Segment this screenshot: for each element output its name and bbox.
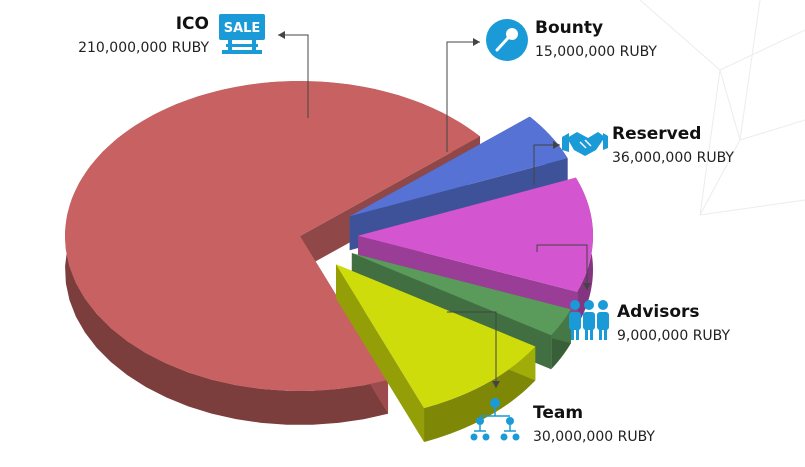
org-chart-icon [470,398,520,441]
team-slice-side [424,346,536,443]
leader-lines [278,31,591,388]
team-slice [335,264,536,443]
bounty-label: Bounty [535,18,603,38]
reserved-value: 36,000,000 RUBY [612,150,734,166]
reserved-leader-line [533,144,560,185]
sale-sign-icon: SALE [219,14,265,54]
advisors-leader-line [536,244,588,290]
microphone-icon [486,19,528,61]
team-value: 30,000,000 RUBY [533,429,655,445]
handshake-icon [562,132,608,156]
svg-text:SALE: SALE [224,21,261,36]
group-icon [569,300,609,340]
background-network-lines [639,0,805,216]
advisors-value: 9,000,000 RUBY [617,328,731,344]
ico-leader-line [278,34,309,118]
bounty-leader-arrow [473,38,480,46]
team-leader-line [447,311,497,388]
team-label: Team [533,403,583,423]
ico-leader-arrow [278,31,285,39]
ico-label-group: ICO 210,000,000 RUBY SALE [78,14,265,56]
advisors-leader-arrow [583,283,591,290]
ico-value: 210,000,000 RUBY [78,40,209,56]
reserved-label: Reserved [612,124,701,144]
reserved-leader-arrow [553,141,560,149]
advisors-label: Advisors [617,302,700,322]
advisors-label-group: Advisors 9,000,000 RUBY [569,300,731,344]
ico-label: ICO [176,14,209,34]
bounty-slice-top [349,116,568,217]
bounty-label-group: Bounty 15,000,000 RUBY [486,18,657,61]
reserved-label-group: Reserved 36,000,000 RUBY [562,124,734,166]
reserved-slice-top [357,177,593,292]
bounty-value: 15,000,000 RUBY [535,44,657,60]
pie-slices [64,80,593,443]
team-slice-top [335,264,536,409]
ico-slice-top [64,80,481,391]
team-label-group: Team 30,000,000 RUBY [470,398,655,445]
bounty-leader-line [446,41,480,152]
team-slice-cut-end [335,264,425,443]
team-leader-arrow [492,381,500,388]
advisors-slice-top [351,253,571,336]
